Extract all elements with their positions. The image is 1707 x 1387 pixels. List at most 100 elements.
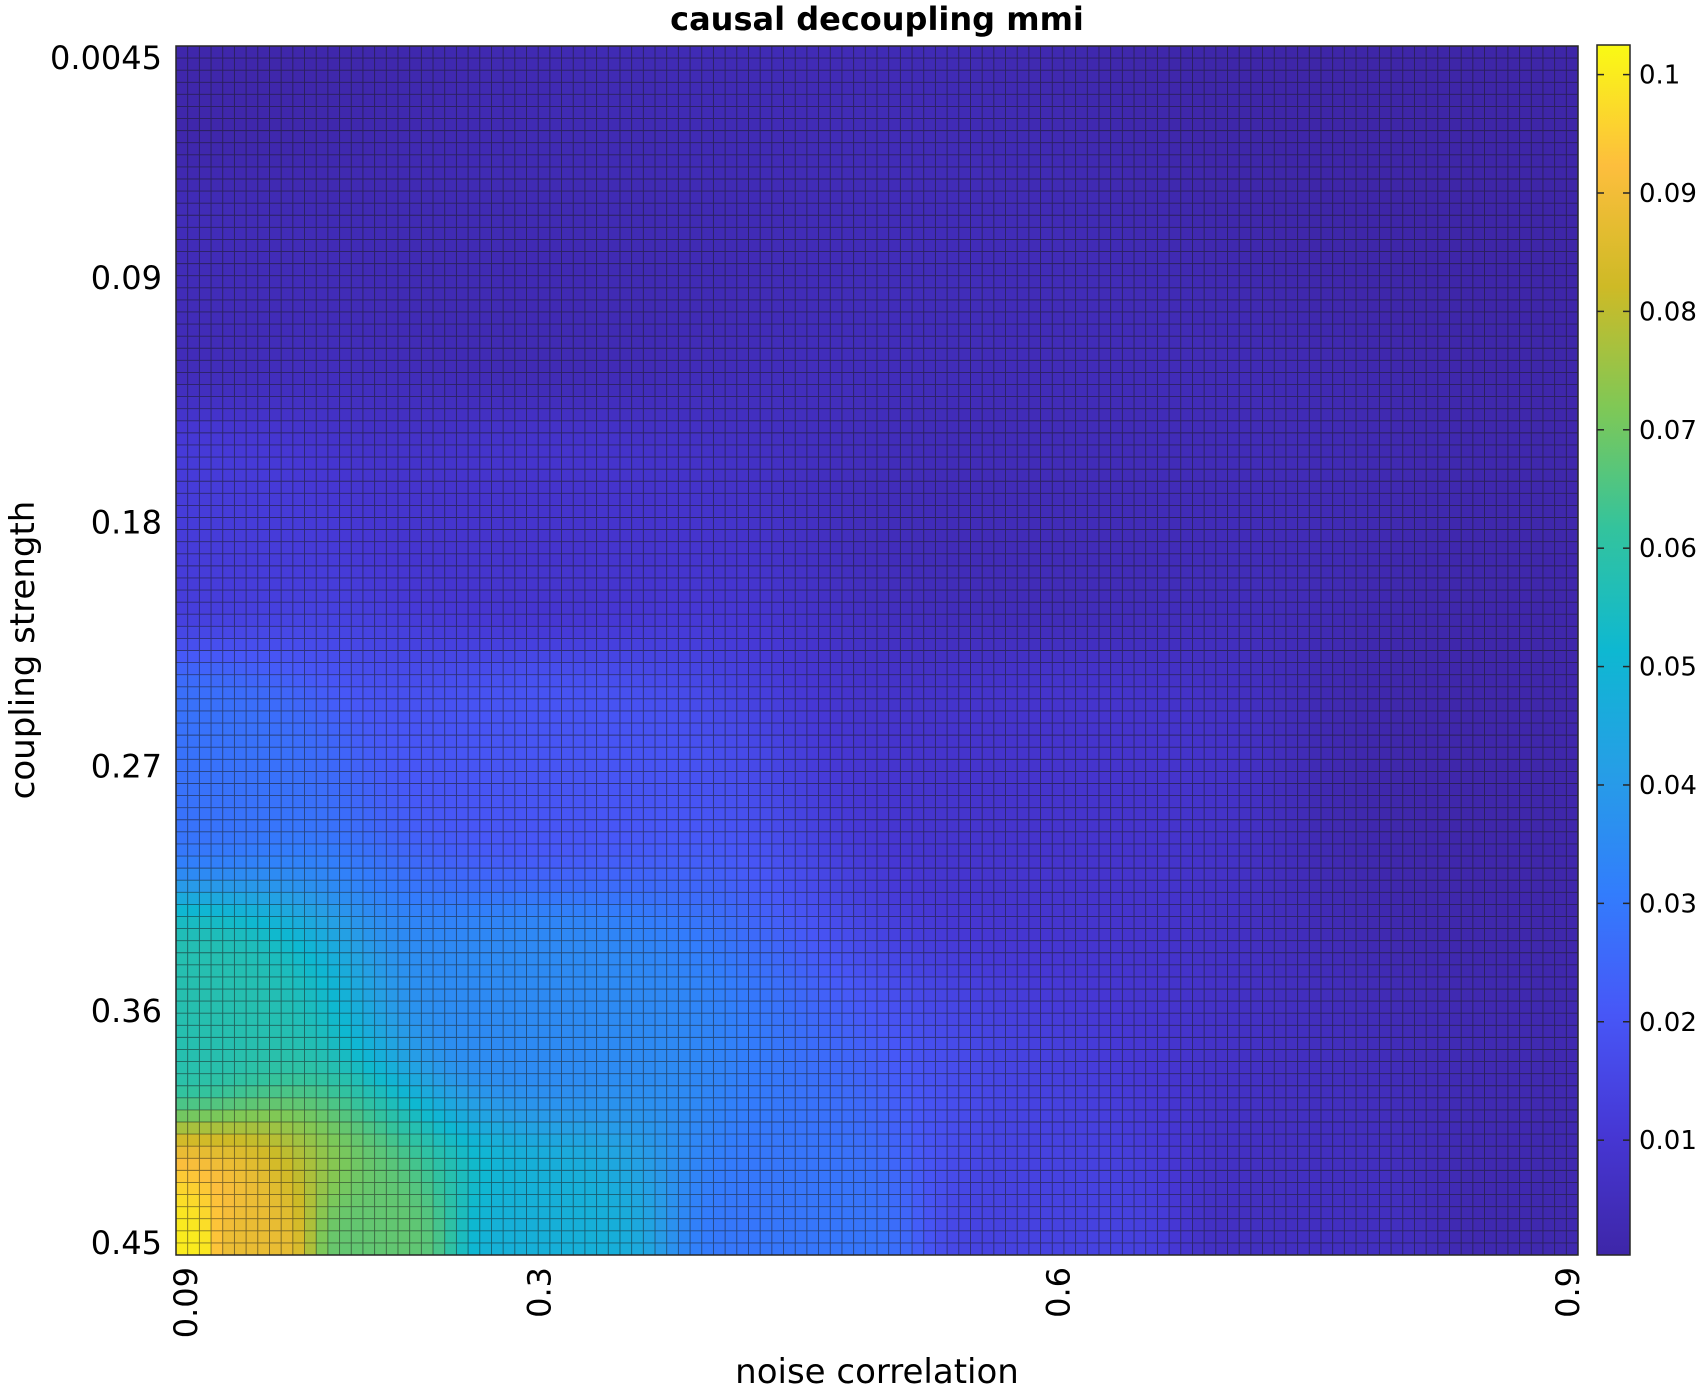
heatmap-cell (1426, 166, 1439, 180)
heatmap-cell (573, 457, 586, 470)
heatmap-cell (374, 541, 387, 555)
heatmap-cell (912, 505, 925, 518)
heatmap-cell (374, 178, 387, 192)
heatmap-cell (479, 420, 492, 434)
heatmap-cell (690, 130, 703, 144)
heatmap-cell (351, 166, 364, 180)
heatmap-cell (199, 287, 212, 301)
heatmap-cell (561, 46, 574, 59)
heatmap-cell (1297, 311, 1310, 325)
heatmap-cell (748, 505, 761, 518)
heatmap-cell (1063, 299, 1077, 313)
heatmap-cell (327, 275, 340, 289)
heatmap-cell (1204, 118, 1217, 132)
heatmap-cell (1531, 336, 1544, 349)
heatmap-cell (538, 82, 551, 95)
heatmap-cell (386, 191, 399, 204)
heatmap-cell (1063, 481, 1077, 494)
heatmap-cell (841, 481, 855, 494)
heatmap-cell (386, 166, 399, 180)
heatmap-cell (865, 58, 878, 71)
heatmap-cell (1554, 372, 1567, 385)
heatmap-cell (912, 82, 925, 95)
heatmap-cell (666, 239, 679, 252)
heatmap-cell (1285, 94, 1298, 107)
heatmap-cell (1075, 444, 1088, 458)
heatmap-cell (456, 396, 469, 410)
heatmap-cell (1250, 444, 1263, 458)
heatmap-cell (1402, 178, 1415, 192)
heatmap-cell (830, 505, 843, 518)
heatmap-cell (1472, 178, 1485, 192)
heatmap-cell (841, 154, 855, 168)
heatmap-cell (211, 396, 224, 410)
heatmap-cell (690, 142, 703, 156)
heatmap-cell (433, 457, 446, 470)
heatmap-cell (222, 70, 235, 83)
heatmap-cell (491, 299, 504, 313)
heatmap-cell (1098, 239, 1112, 252)
heatmap-cell (900, 227, 913, 240)
heatmap-cell (1262, 130, 1275, 144)
heatmap-cell (257, 408, 270, 422)
heatmap-cell (1052, 396, 1065, 410)
heatmap-cell (1367, 396, 1380, 410)
heatmap-cell (806, 432, 819, 446)
heatmap-cell (304, 251, 317, 265)
heatmap-cell (923, 517, 936, 530)
heatmap-cell (304, 82, 317, 95)
heatmap-cell (1461, 529, 1474, 543)
heatmap-cell (456, 118, 469, 132)
heatmap-cell (1461, 154, 1474, 168)
heatmap-cell (503, 142, 516, 156)
heatmap-cell (1274, 130, 1287, 144)
heatmap-cell (888, 142, 901, 156)
heatmap-cell (701, 263, 714, 277)
heatmap-cell (923, 541, 936, 555)
heatmap-cell (234, 287, 247, 301)
heatmap-cell (386, 360, 399, 373)
heatmap-cell (362, 444, 376, 458)
heatmap-cell (339, 263, 352, 277)
heatmap-cell (1040, 420, 1053, 434)
heatmap-cell (1426, 299, 1439, 313)
heatmap-cell (865, 444, 878, 458)
heatmap-cell (292, 118, 305, 132)
heatmap-cell (1461, 203, 1474, 216)
heatmap-cell (199, 360, 212, 373)
heatmap-cell (1285, 46, 1298, 59)
heatmap-cell (526, 457, 539, 470)
heatmap-cell (1566, 444, 1579, 458)
heatmap-cell (841, 287, 855, 301)
heatmap-cell (818, 469, 831, 482)
heatmap-cell (841, 324, 855, 337)
heatmap-cell (538, 130, 551, 144)
heatmap-cell (222, 106, 235, 119)
heatmap-cell (1145, 324, 1158, 337)
heatmap-cell (1391, 444, 1404, 458)
heatmap-cell (1122, 505, 1135, 518)
heatmap-cell (888, 384, 901, 398)
heatmap-cell (1426, 251, 1439, 265)
heatmap-cell (1028, 481, 1041, 494)
heatmap-cell (970, 178, 983, 192)
heatmap-cell (1332, 166, 1345, 180)
heatmap-cell (1402, 529, 1415, 543)
heatmap-cell (211, 275, 224, 289)
heatmap-cell (666, 457, 679, 470)
heatmap-cell (561, 529, 574, 543)
heatmap-cell (853, 166, 866, 180)
heatmap-cell (1437, 178, 1450, 192)
heatmap-cell (841, 82, 855, 95)
heatmap-cell (818, 384, 831, 398)
heatmap-cell (1414, 420, 1427, 434)
heatmap-cell (1134, 118, 1147, 132)
heatmap-cell (433, 529, 446, 543)
heatmap-cell (1285, 299, 1298, 313)
heatmap-cell (1344, 336, 1357, 349)
heatmap-cell (853, 215, 866, 228)
heatmap-cell (725, 263, 738, 277)
heatmap-cell (397, 372, 411, 385)
heatmap-cell (491, 106, 504, 119)
heatmap-cell (1274, 191, 1287, 204)
